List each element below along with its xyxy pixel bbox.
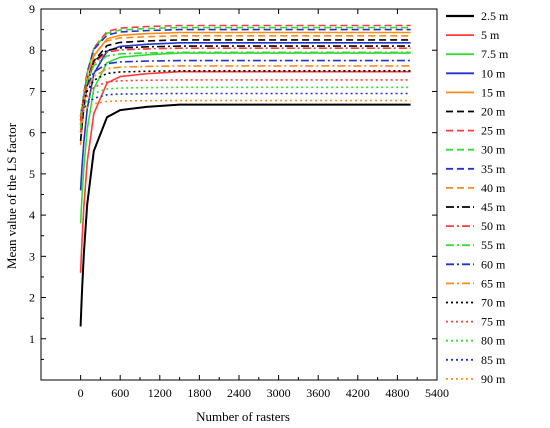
series-line-6 [79,39,411,141]
series-line-11 [79,45,411,121]
x-tick-label: 1200 [148,386,172,400]
y-tick-label: 5 [29,167,35,181]
series-line-18 [79,86,411,117]
y-tick-label: 2 [29,291,35,305]
legend-label: 45 m [481,200,506,214]
x-tick-label: 600 [111,386,129,400]
x-tick-label: 1800 [187,386,211,400]
series-line-9 [79,28,411,125]
legend-label: 30 m [481,143,506,157]
y-tick-label: 9 [29,2,35,16]
legend-label: 35 m [481,162,506,176]
y-tick-label: 4 [29,208,35,222]
series-line-13 [79,51,411,117]
series-line-1 [79,103,411,327]
legend-label: 75 m [481,315,506,329]
y-tick-label: 1 [29,332,35,346]
legend-label: 5 m [481,28,500,42]
x-tick-label: 5400 [425,386,449,400]
y-tick-label: 6 [29,126,35,140]
legend-label: 15 m [481,85,506,99]
series-line-19 [79,92,411,117]
x-tick-label: 3000 [267,386,291,400]
plot-area [79,24,411,327]
x-tick-label: 0 [78,386,84,400]
legend-label: 60 m [481,257,506,271]
y-tick-label: 3 [29,249,35,263]
legend-label: 40 m [481,181,506,195]
legend-label: 65 m [481,276,506,290]
series-line-2 [79,70,411,273]
legend-label: 80 m [481,334,506,348]
legend-label: 90 m [481,372,506,386]
y-axis-label: Mean value of the LS factor [4,122,19,269]
legend-label: 20 m [481,105,506,119]
legend-label: 25 m [481,124,506,138]
legend-label: 50 m [481,219,506,233]
x-tick-label: 2400 [227,386,251,400]
legend-label: 85 m [481,353,506,367]
axes: 1 2 3 4 5 6 7 8 9 0 600 1200 1800 2400 3000 3600 4200 480… [29,2,449,400]
series-line-16 [79,70,411,117]
series-line-14 [79,59,411,117]
legend-label: 10 m [481,66,506,80]
y-tick-label: 8 [29,43,35,57]
x-tick-label: 4200 [346,386,370,400]
legend-label: 7.5 m [481,47,509,61]
plot-frame [40,8,438,381]
legend-label: 70 m [481,296,506,310]
x-tick-label: 3600 [306,386,330,400]
legend-label: 2.5 m [481,9,509,23]
y-tick-label: 7 [29,84,35,98]
series-line-4 [79,41,411,191]
series-line-3 [79,52,411,224]
series-line-5 [79,31,411,146]
x-tick-label: 4800 [385,386,409,400]
series-line-15 [79,65,411,117]
legend-label: 55 m [481,238,506,252]
series-line-12 [79,47,411,121]
x-axis-label: Number of rasters [196,409,290,424]
series-line-17 [79,79,411,117]
legend: 2.5 m 5 m 7.5 m 10 m 15 m 20 m 25 m 30 m 35 m 40 … [446,9,509,386]
